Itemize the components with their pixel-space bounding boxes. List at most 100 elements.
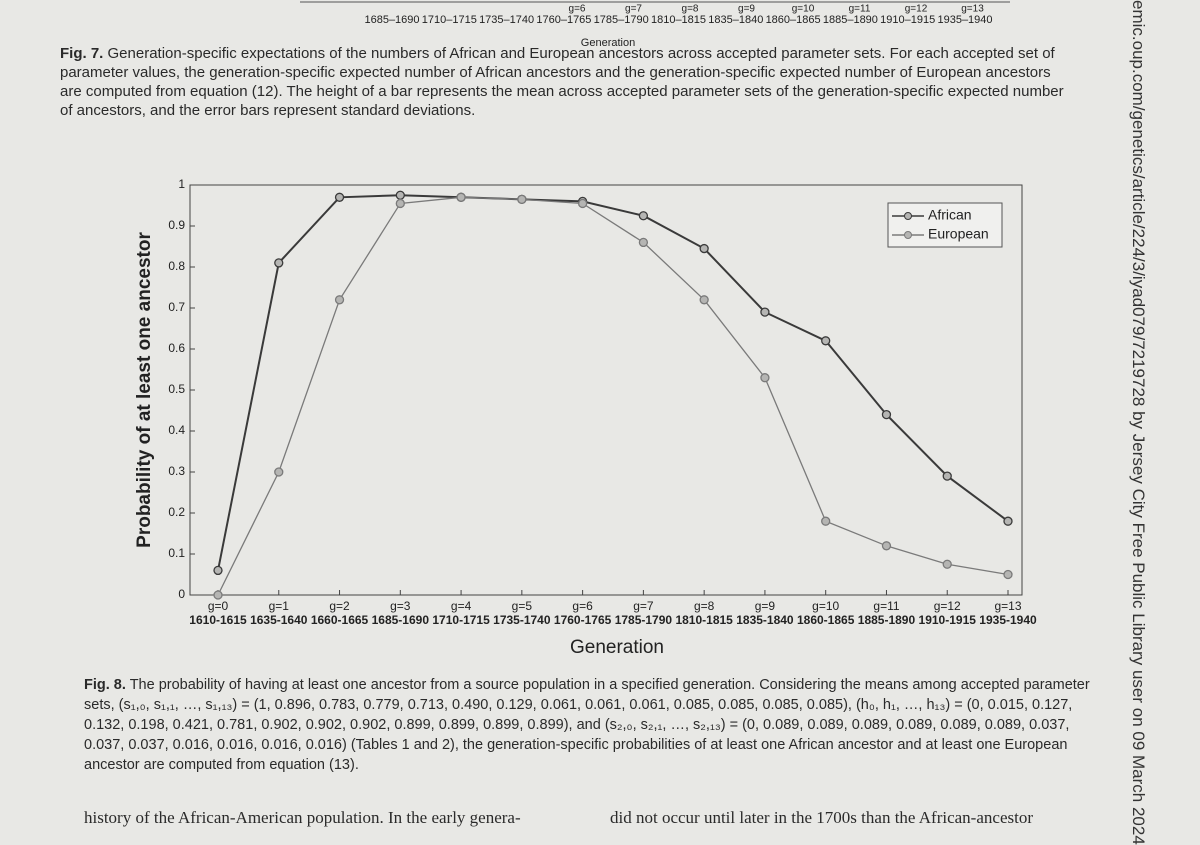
y-tick-label: 0.1 <box>168 546 185 560</box>
x-tick-label: g=9 <box>738 4 755 15</box>
x-tick-label: 1860-1865 <box>797 613 855 627</box>
x-axis-label: Generation <box>570 637 664 658</box>
point <box>213 590 223 600</box>
point <box>577 198 588 209</box>
point <box>760 373 770 383</box>
y-tick-label: 0.7 <box>168 300 185 314</box>
point <box>334 295 345 305</box>
legend-marker <box>904 231 912 239</box>
point <box>821 336 831 346</box>
y-tick-label: 0.9 <box>168 218 185 232</box>
caption-text: The probability of having at least one a… <box>84 677 1090 773</box>
x-tick-label: g=13 <box>994 599 1021 613</box>
y-axis-label: Probability of at least one ancestor <box>134 232 155 548</box>
x-tick-label: 1935-1940 <box>979 613 1037 627</box>
y-tick-label: 1 <box>178 177 185 191</box>
x-tick-label: 1760–1765 <box>536 14 591 26</box>
x-tick-label: 1810-1815 <box>675 613 733 627</box>
caption-label: Fig. 7. <box>60 45 104 62</box>
y-tick-label: 0.8 <box>168 259 185 273</box>
point <box>334 192 345 202</box>
point <box>760 307 770 317</box>
x-tick-label: g=3 <box>390 599 411 613</box>
point <box>942 559 952 569</box>
x-tick-label: g=13 <box>961 4 984 15</box>
legend-label: European <box>928 226 989 242</box>
x-tick-label: g=2 <box>329 599 350 613</box>
x-tick-label: 1635-1640 <box>250 613 308 627</box>
x-tick-label: g=8 <box>694 599 715 613</box>
x-tick-label: g=12 <box>905 4 928 15</box>
y-tick-label: 0.2 <box>168 505 185 519</box>
legend-label: African <box>928 207 972 223</box>
x-tick-label: g=5 <box>512 599 533 613</box>
x-tick-label: 1710-1715 <box>432 613 490 627</box>
series-line <box>217 196 1009 596</box>
point <box>699 295 709 305</box>
point <box>1003 569 1013 580</box>
x-tick-label: 1760-1765 <box>554 613 612 627</box>
point <box>638 237 649 248</box>
x-tick-label: 1685-1690 <box>372 613 430 627</box>
x-tick-label: g=11 <box>849 4 871 15</box>
point <box>638 211 649 221</box>
x-tick-label: 1885-1890 <box>858 613 916 627</box>
point <box>699 243 709 254</box>
y-tick-label: 0.4 <box>168 423 185 437</box>
x-tick-label: 1660-1665 <box>311 613 369 627</box>
caption-label: Fig. 8. <box>84 677 126 693</box>
x-tick-label: 1735-1740 <box>493 613 551 627</box>
point <box>942 471 952 481</box>
x-tick-label: 1810–1815 <box>651 14 706 26</box>
x-tick-label: g=6 <box>572 599 593 613</box>
legend-box <box>887 202 1003 248</box>
x-tick-label: 1885–1890 <box>823 14 878 26</box>
x-tick-label: g=0 <box>208 599 229 613</box>
point <box>274 258 284 268</box>
point <box>395 190 405 200</box>
y-tick-label: 0.6 <box>168 341 185 355</box>
y-tick-label: 0.5 <box>168 382 185 396</box>
point <box>395 198 405 209</box>
x-tick-label: g=6 <box>569 4 586 15</box>
x-tick-label: 1910–1915 <box>880 14 935 26</box>
body-text: did not occur until later in the 1700s t… <box>610 808 1033 827</box>
x-tick-label: 1835–1840 <box>708 14 763 26</box>
x-tick-label: 1935–1940 <box>937 14 992 26</box>
x-tick-label: g=9 <box>755 599 776 613</box>
fig7-caption: Fig. 7. Generation-specific expectations… <box>60 44 1070 120</box>
x-tick-label: 1685–1690 <box>364 14 419 26</box>
x-tick-label: g=10 <box>812 599 839 613</box>
x-tick-label: 1785–1790 <box>594 14 649 26</box>
point <box>517 194 527 205</box>
fig8-caption: Fig. 8. The probability of having at lea… <box>84 675 1109 775</box>
x-tick-label: g=11 <box>873 599 899 613</box>
y-tick-label: 0 <box>178 587 185 601</box>
x-tick-label: 1610-1615 <box>189 613 247 627</box>
point <box>821 516 831 526</box>
x-tick-label: g=4 <box>451 599 472 613</box>
x-tick-label: 1835-1840 <box>736 613 794 627</box>
x-tick-label: g=1 <box>269 599 290 613</box>
x-tick-label: g=12 <box>934 599 961 613</box>
point <box>881 409 892 420</box>
point <box>1003 516 1013 526</box>
body-text: history of the African-American populati… <box>84 808 521 827</box>
caption-text: Generation-specific expectations of the … <box>60 45 1064 119</box>
x-tick-label: 1735–1740 <box>479 14 534 26</box>
x-tick-label: g=10 <box>792 4 815 15</box>
point <box>456 192 466 202</box>
x-tick-label: 1785-1790 <box>615 613 673 627</box>
series-line <box>217 194 1009 571</box>
x-tick-label: g=7 <box>633 599 654 613</box>
legend-marker <box>904 212 912 220</box>
x-axis-label: Generation <box>581 37 635 49</box>
x-tick-label: 1860–1865 <box>766 14 821 26</box>
point <box>213 565 223 576</box>
watermark: emic.oup.com/genetics/article/224/3/iyad… <box>1129 0 1148 845</box>
x-tick-label: g=7 <box>625 4 642 15</box>
y-tick-label: 0.3 <box>168 464 185 478</box>
x-tick-label: g=8 <box>682 4 699 15</box>
